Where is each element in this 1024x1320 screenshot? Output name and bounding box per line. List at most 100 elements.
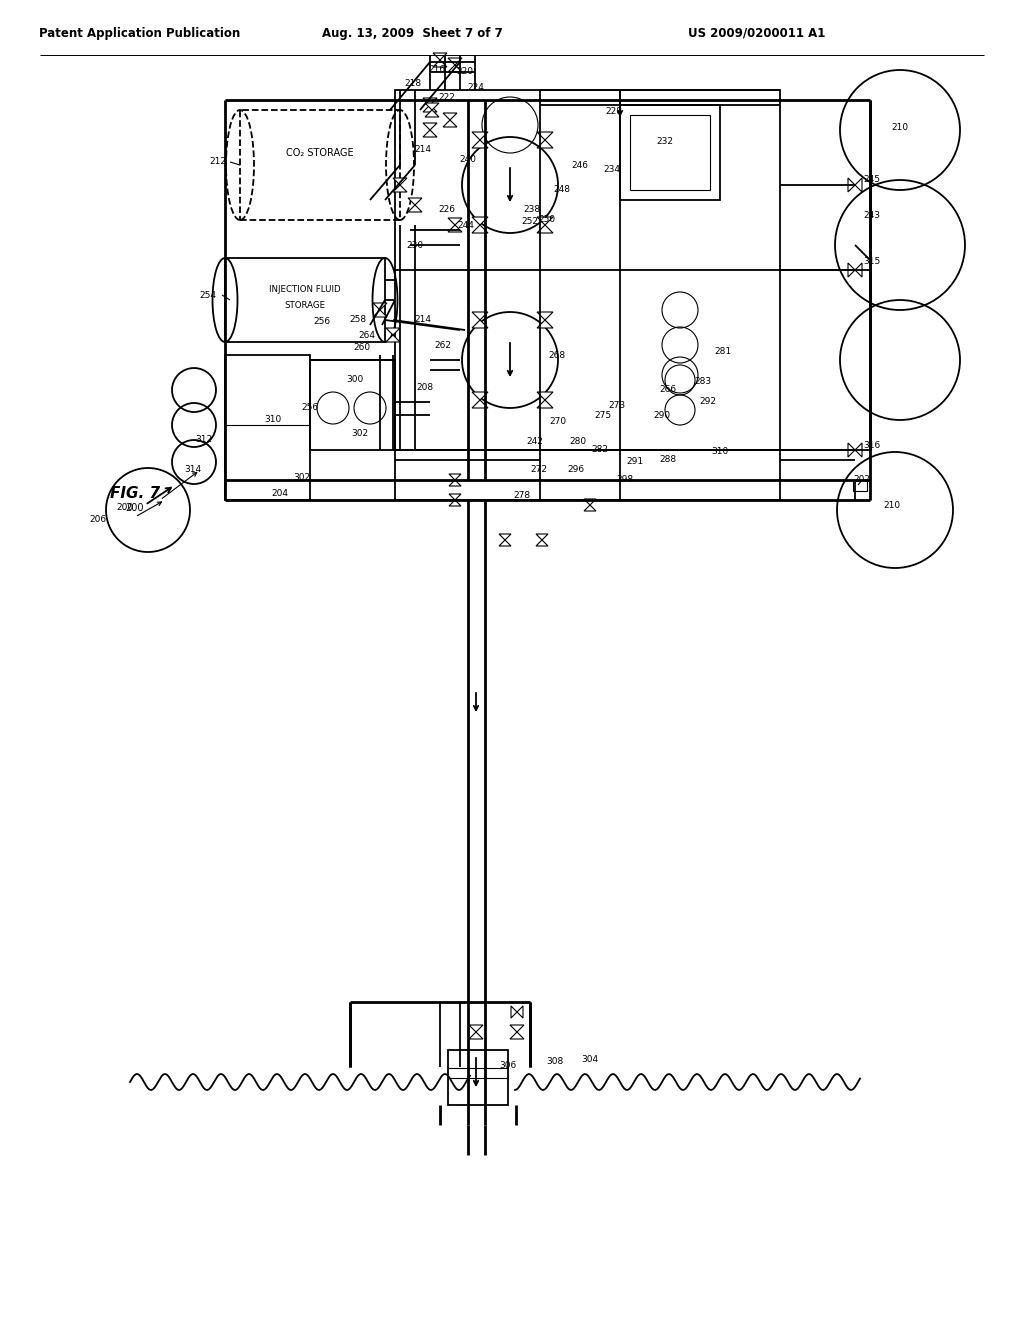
Text: 281: 281 (715, 347, 731, 356)
Text: 302: 302 (351, 429, 369, 438)
Text: 292: 292 (699, 397, 717, 407)
Text: 283: 283 (694, 378, 712, 387)
Text: Aug. 13, 2009  Sheet 7 of 7: Aug. 13, 2009 Sheet 7 of 7 (322, 26, 503, 40)
Text: 273: 273 (608, 400, 626, 409)
Polygon shape (855, 444, 862, 457)
Polygon shape (855, 263, 862, 277)
Text: 272: 272 (530, 466, 548, 474)
Polygon shape (510, 1032, 524, 1039)
Text: 296: 296 (567, 466, 585, 474)
Text: STORAGE: STORAGE (285, 301, 326, 309)
Polygon shape (536, 540, 548, 546)
Polygon shape (536, 535, 548, 540)
Polygon shape (537, 132, 553, 140)
Text: 252: 252 (521, 218, 539, 227)
Polygon shape (449, 218, 462, 224)
Polygon shape (449, 65, 462, 73)
Polygon shape (537, 312, 553, 319)
Bar (225, 257, 385, 342)
Text: 216: 216 (428, 66, 445, 74)
Polygon shape (537, 319, 553, 327)
Polygon shape (423, 98, 437, 106)
Bar (853, 480, 867, 491)
Text: 218: 218 (404, 79, 422, 88)
Polygon shape (472, 312, 488, 319)
Polygon shape (443, 114, 457, 120)
Text: 240: 240 (460, 156, 476, 165)
Text: 270: 270 (550, 417, 566, 426)
Text: 308: 308 (547, 1057, 563, 1067)
Text: 222: 222 (438, 94, 456, 103)
Text: 302: 302 (294, 474, 310, 483)
Text: 290: 290 (653, 411, 671, 420)
Polygon shape (425, 103, 439, 110)
Text: 204: 204 (271, 490, 289, 499)
Polygon shape (433, 59, 447, 67)
Text: Patent Application Publication: Patent Application Publication (39, 26, 241, 40)
Text: 243: 243 (863, 210, 881, 219)
Text: 310: 310 (264, 416, 282, 425)
Text: 315: 315 (863, 257, 881, 267)
Text: 202: 202 (853, 475, 870, 484)
Text: 291: 291 (627, 458, 643, 466)
Polygon shape (848, 444, 855, 457)
Text: 234: 234 (603, 165, 621, 174)
Text: 232: 232 (656, 137, 674, 147)
Polygon shape (433, 53, 447, 59)
Polygon shape (386, 327, 400, 335)
Text: 200: 200 (117, 503, 133, 512)
Polygon shape (449, 474, 461, 480)
Polygon shape (537, 224, 553, 234)
Polygon shape (510, 1026, 524, 1032)
Text: 256: 256 (313, 318, 331, 326)
Text: 238: 238 (523, 206, 541, 214)
Text: 280: 280 (569, 437, 587, 446)
Polygon shape (393, 178, 407, 185)
Text: 258: 258 (349, 315, 367, 325)
Text: 312: 312 (196, 436, 213, 445)
Polygon shape (584, 499, 596, 506)
Polygon shape (537, 392, 553, 400)
Text: 262: 262 (434, 341, 452, 350)
Polygon shape (373, 310, 387, 317)
Text: 224: 224 (468, 83, 484, 92)
Polygon shape (423, 129, 437, 137)
Polygon shape (511, 1006, 517, 1018)
Text: 256: 256 (301, 404, 318, 412)
Text: 230: 230 (407, 240, 424, 249)
Text: 310: 310 (712, 447, 729, 457)
Bar (620, 106, 720, 201)
Bar (310, 360, 395, 450)
Bar (240, 110, 400, 220)
Text: 314: 314 (184, 466, 202, 474)
Text: 300: 300 (346, 375, 364, 384)
Text: 208: 208 (417, 384, 433, 392)
Text: 260: 260 (353, 343, 371, 352)
Text: 282: 282 (592, 446, 608, 454)
Text: 200: 200 (125, 503, 143, 513)
Polygon shape (393, 185, 407, 191)
Polygon shape (499, 535, 511, 540)
Text: 245: 245 (863, 176, 881, 185)
Bar (449, 1049, 508, 1105)
Text: 214: 214 (415, 315, 431, 325)
Polygon shape (443, 120, 457, 127)
Polygon shape (855, 178, 862, 191)
Bar (630, 115, 710, 190)
Text: 278: 278 (513, 491, 530, 499)
Polygon shape (499, 540, 511, 546)
Polygon shape (469, 1032, 483, 1039)
Text: US 2009/0200011 A1: US 2009/0200011 A1 (688, 26, 825, 40)
Polygon shape (472, 140, 488, 148)
Polygon shape (537, 140, 553, 148)
Text: 220: 220 (457, 67, 473, 77)
Polygon shape (472, 224, 488, 234)
Text: 275: 275 (595, 411, 611, 420)
Polygon shape (584, 506, 596, 511)
Bar (225, 355, 310, 500)
Text: CO₂ STORAGE: CO₂ STORAGE (286, 148, 354, 158)
Polygon shape (848, 263, 855, 277)
Text: 268: 268 (549, 351, 565, 359)
Bar (395, 450, 780, 500)
Polygon shape (373, 304, 387, 310)
